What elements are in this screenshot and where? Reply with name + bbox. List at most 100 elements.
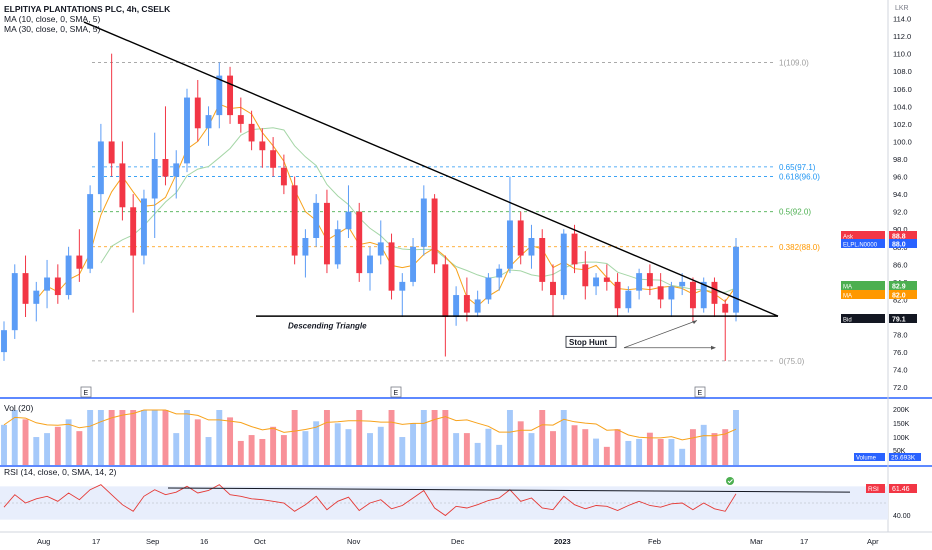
- price-badge-label-bg: [841, 281, 885, 290]
- candle-body: [614, 281, 621, 309]
- price-badge-label-bg: [841, 231, 885, 240]
- volume-tick-label: 150K: [893, 421, 910, 428]
- ma10-legend: MA (10, close, 0, SMA, 5): [4, 14, 101, 24]
- rsi-breakout-marker: [726, 477, 734, 485]
- volume-bar: [302, 431, 309, 465]
- candle-body: [625, 290, 632, 309]
- volume-bar: [108, 410, 115, 465]
- candle-body: [646, 273, 653, 287]
- earnings-marker-label: E: [84, 390, 89, 397]
- volume-bar: [345, 429, 352, 465]
- volume-bar: [700, 424, 707, 465]
- volume-bar: [227, 417, 234, 465]
- earnings-marker-label: E: [394, 390, 399, 397]
- volume-bar: [442, 410, 449, 465]
- volume-bar: [33, 437, 40, 465]
- time-axis-label: Dec: [451, 537, 465, 546]
- price-badge-label: MA: [843, 294, 852, 300]
- volume-bar: [733, 410, 739, 465]
- volume-bar: [291, 410, 298, 465]
- price-tick-label: 90.0: [893, 225, 908, 234]
- volume-bar: [259, 438, 266, 465]
- volume-bar: [614, 429, 621, 465]
- earnings-marker: [80, 386, 92, 398]
- candle-body: [205, 115, 212, 129]
- volume-bar: [356, 410, 363, 465]
- candle-body: [33, 290, 40, 304]
- candle-body: [388, 242, 395, 291]
- volume-bar: [560, 410, 567, 465]
- candle-body: [442, 264, 449, 317]
- candle-body: [97, 141, 104, 195]
- candle-body: [668, 286, 675, 300]
- rsi-legend: RSI (14, close, 0, SMA, 14, 2): [4, 467, 117, 477]
- volume-bar: [506, 410, 513, 465]
- stop-hunt-arrow: [623, 320, 698, 349]
- volume-bar: [722, 429, 729, 465]
- candle-body: [237, 115, 244, 124]
- candle-body: [173, 163, 180, 177]
- volume-bar: [689, 429, 696, 465]
- rsi-trendline: [167, 487, 851, 493]
- rsi-line: [3, 484, 737, 517]
- candle-body: [399, 281, 406, 291]
- rsi-badge-label: RSI: [868, 486, 879, 493]
- earnings-marker: [694, 386, 706, 398]
- candle-body: [291, 185, 298, 256]
- candle-body: [334, 229, 341, 265]
- volume-badge-value-bg: [889, 453, 921, 461]
- candle-body: [248, 123, 255, 142]
- candle-body: [313, 202, 320, 238]
- price-tick-label: 74.0: [893, 366, 908, 375]
- candle-body: [474, 299, 481, 313]
- candle-body: [517, 220, 524, 256]
- candle-body: [108, 141, 115, 164]
- price-tick-label: 94.0: [893, 190, 908, 199]
- volume-bar: [1, 424, 7, 465]
- candle-body: [1, 330, 7, 353]
- fib-level-label: 0.382(88.0): [779, 243, 820, 252]
- candle-body: [657, 286, 664, 300]
- candle-body: [140, 198, 147, 256]
- volume-bar: [410, 423, 417, 465]
- candle-body: [44, 277, 51, 291]
- time-axis-label: 2023: [554, 537, 571, 546]
- price-tick-label: 106.0: [893, 85, 912, 94]
- volume-bar: [151, 410, 158, 465]
- volume-bar: [399, 437, 406, 465]
- candle-body: [528, 238, 535, 256]
- candle-body: [65, 255, 72, 296]
- time-axis-label: Mar: [750, 537, 763, 546]
- volume-bar: [582, 429, 589, 465]
- volume-bar: [130, 410, 137, 465]
- price-tick-label: 78.0: [893, 331, 908, 340]
- price-tick-label: 112.0: [893, 32, 911, 41]
- price-badge-label: ELPL.N0000: [843, 243, 878, 249]
- time-axis-label: Nov: [347, 537, 361, 546]
- volume-bar: [237, 440, 244, 465]
- stop-hunt-box: [565, 335, 617, 348]
- volume-bar: [76, 431, 83, 465]
- volume-bar: [205, 437, 212, 465]
- volume-bar: [323, 410, 330, 465]
- volume-legend: Vol (20): [4, 403, 34, 413]
- volume-bar: [550, 431, 556, 465]
- volume-bar: [270, 426, 277, 465]
- price-badge-value: 88.0: [892, 242, 906, 249]
- candle-body: [87, 194, 94, 269]
- price-badge-label: Bid: [843, 318, 852, 324]
- price-tick-label: 102.0: [893, 120, 912, 129]
- price-badge-value: 82.9: [892, 284, 906, 291]
- volume-badge-value: 25.693K: [891, 455, 916, 462]
- candle-body: [345, 211, 352, 230]
- volume-bar: [44, 433, 51, 465]
- price-tick-label: 82.0: [893, 295, 908, 304]
- candle-body: [550, 281, 556, 296]
- candle-body: [377, 242, 384, 256]
- candle-body: [679, 281, 686, 287]
- volume-bar: [539, 410, 546, 465]
- volume-bar: [625, 440, 632, 465]
- volume-bar: [97, 410, 104, 465]
- price-badge-value-bg: [889, 314, 917, 323]
- candle-body: [54, 277, 61, 296]
